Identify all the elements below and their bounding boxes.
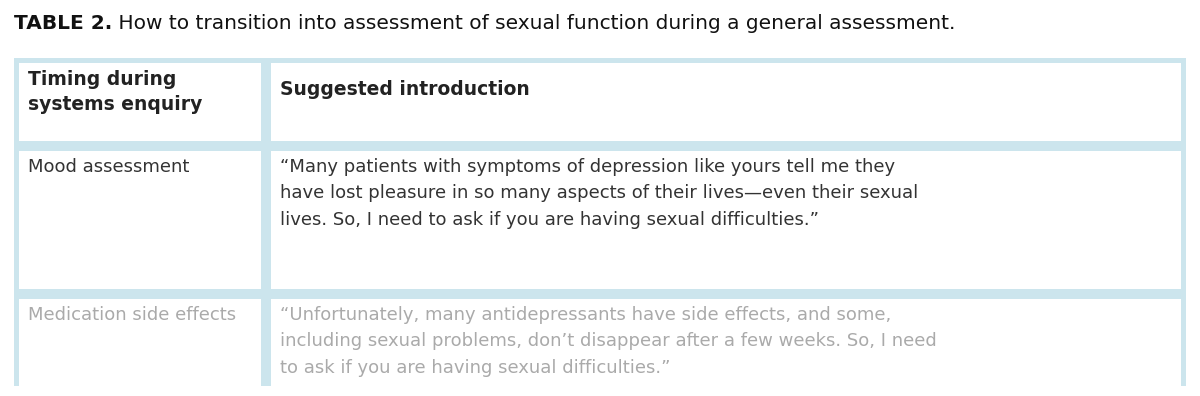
Text: “Unfortunately, many antidepressants have side effects, and some,
including sexu: “Unfortunately, many antidepressants hav… <box>280 306 937 377</box>
Bar <box>271 63 1181 141</box>
Bar <box>14 58 1186 386</box>
Bar <box>19 299 260 396</box>
Text: Timing during
systems enquiry: Timing during systems enquiry <box>28 70 203 114</box>
Bar <box>19 151 260 289</box>
Bar <box>271 151 1181 289</box>
Text: Medication side effects: Medication side effects <box>28 306 236 324</box>
Text: Mood assessment: Mood assessment <box>28 158 190 176</box>
Bar <box>19 63 260 141</box>
Bar <box>271 299 1181 396</box>
Text: How to transition into assessment of sexual function during a general assessment: How to transition into assessment of sex… <box>113 14 955 33</box>
Text: TABLE 2.: TABLE 2. <box>14 14 113 33</box>
Text: “Many patients with symptoms of depression like yours tell me they
have lost ple: “Many patients with symptoms of depressi… <box>280 158 918 229</box>
Text: Suggested introduction: Suggested introduction <box>280 80 529 99</box>
